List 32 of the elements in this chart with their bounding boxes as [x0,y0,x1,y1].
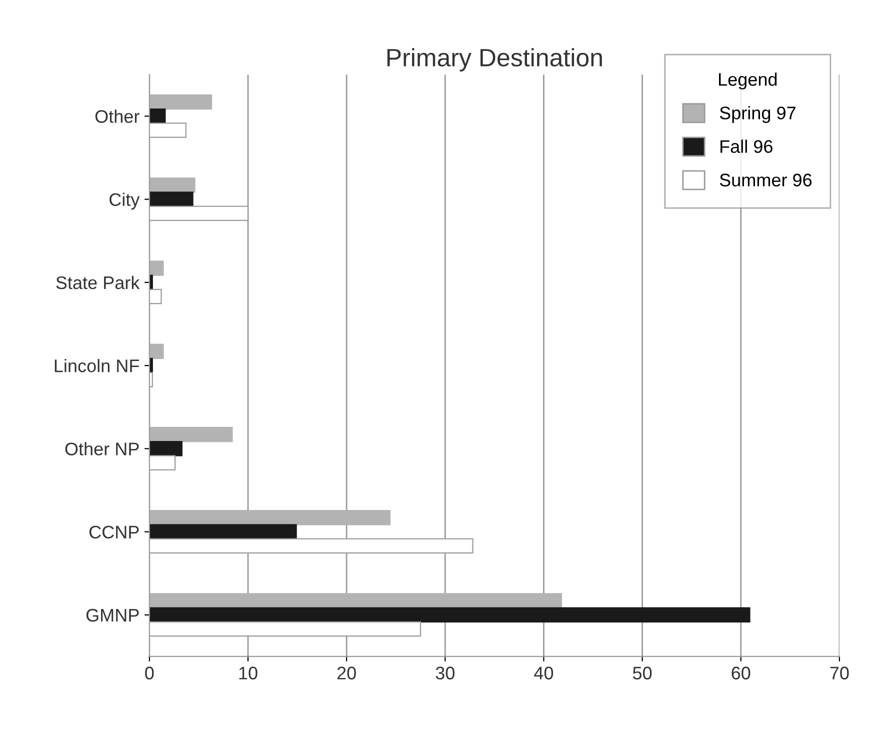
x-tick-label: 30 [436,666,454,680]
y-tick-label: Other NP [65,442,139,456]
y-tick-label: GMNP [86,608,139,622]
bar [149,344,164,360]
bar [149,524,297,540]
bar [149,510,391,526]
x-tick-label: 50 [632,666,652,680]
bar [149,426,233,442]
legend-label: Fall 96 [720,140,772,153]
x-tick-label: 10 [239,666,258,680]
bar [149,94,212,110]
y-tick-label: City [110,192,140,210]
y-tick-label: Lincoln NF [54,359,139,372]
x-tick-label: 70 [830,666,849,680]
x-tick-label: 0 [145,666,154,680]
y-tick-label: CCNP [89,526,139,539]
legend-label: Summer 96 [720,174,812,186]
bar [149,192,194,207]
bar [149,441,183,456]
x-tick-label: 40 [534,666,554,680]
bar [149,260,164,276]
legend-title: Legend [719,72,777,90]
y-tick-label: Other [95,110,140,123]
legend-label: Spring 97 [720,106,796,123]
y-tick-label: State Park [56,276,140,290]
x-tick-label: 20 [337,666,356,680]
bar [149,178,196,193]
bar [149,593,562,608]
bar [149,607,750,623]
chart-title: Primary Destination [387,48,602,72]
x-tick-label: 60 [732,666,750,680]
bar [149,108,166,124]
